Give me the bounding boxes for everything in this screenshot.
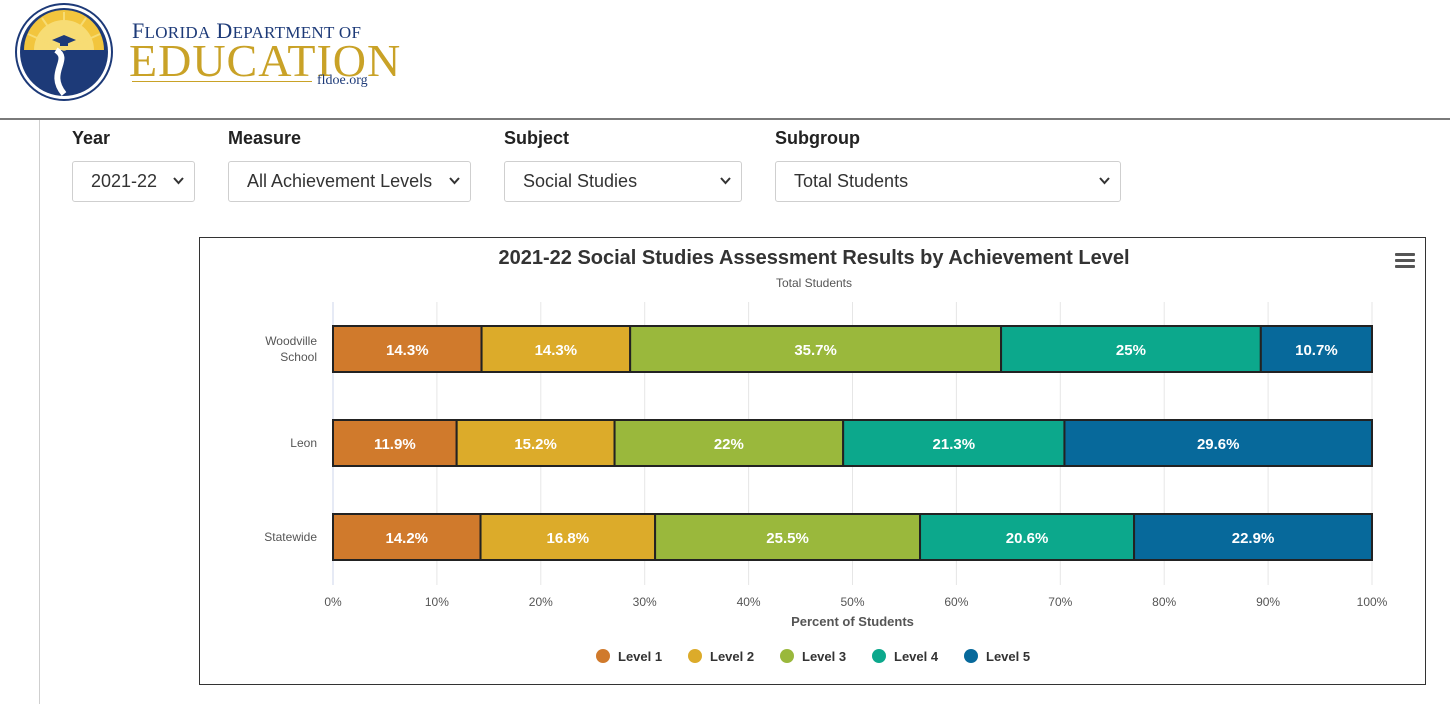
bar-segment bbox=[332, 325, 483, 373]
chart-title: 2021-22 Social Studies Assessment Result… bbox=[498, 247, 1129, 269]
bar-segment bbox=[1259, 325, 1374, 373]
bar-segment bbox=[613, 419, 845, 467]
year-label: Year bbox=[72, 128, 111, 148]
category-label: Statewide bbox=[264, 530, 317, 544]
x-tick-label: 20% bbox=[529, 595, 553, 609]
legend-marker bbox=[780, 649, 794, 663]
measure-label: Measure bbox=[228, 128, 302, 148]
x-tick-label: 80% bbox=[1152, 595, 1176, 609]
bar-segment bbox=[1000, 325, 1262, 373]
logo-text-line2: EDUCATION bbox=[129, 35, 402, 86]
x-tick-label: 50% bbox=[840, 595, 864, 609]
measure-select-value: All Achievement Levels bbox=[247, 171, 433, 191]
data-label: 15.2% bbox=[514, 436, 557, 453]
legend-label: Level 5 bbox=[986, 649, 1030, 664]
data-label: 16.8% bbox=[547, 530, 590, 547]
data-label: 20.6% bbox=[1006, 530, 1049, 547]
bar-segment bbox=[654, 513, 922, 561]
data-label: 29.6% bbox=[1197, 436, 1240, 453]
site-header: FLORIDA DEPARTMENT OF EDUCATION fldoe.or… bbox=[0, 0, 1450, 120]
legend-marker bbox=[688, 649, 702, 663]
data-label: 21.3% bbox=[933, 436, 976, 453]
legend-label: Level 3 bbox=[802, 649, 846, 664]
year-select-value: 2021-22 bbox=[91, 171, 158, 191]
legend-marker bbox=[596, 649, 610, 663]
x-tick-label: 40% bbox=[737, 595, 761, 609]
fldoe-logo[interactable]: FLORIDA DEPARTMENT OF EDUCATION fldoe.or… bbox=[12, 2, 400, 106]
bar-segment bbox=[919, 513, 1136, 561]
bar-segment bbox=[332, 419, 458, 467]
chevron-down-icon bbox=[449, 162, 460, 185]
subject-select[interactable]: Social Studies bbox=[504, 161, 742, 202]
subject-select-value: Social Studies bbox=[523, 171, 638, 191]
data-label: 25% bbox=[1116, 342, 1146, 359]
left-divider bbox=[39, 120, 40, 704]
chart-container bbox=[199, 237, 1426, 685]
data-label: 22.9% bbox=[1232, 530, 1275, 547]
legend-label: Level 4 bbox=[894, 649, 939, 664]
x-tick-label: 0% bbox=[324, 595, 342, 609]
year-select[interactable]: 2021-22 bbox=[72, 161, 195, 202]
x-tick-label: 70% bbox=[1048, 595, 1072, 609]
x-tick-label: 10% bbox=[425, 595, 449, 609]
data-label: 25.5% bbox=[766, 530, 809, 547]
bar-segment bbox=[455, 419, 616, 467]
x-tick-label: 30% bbox=[633, 595, 657, 609]
legend-marker bbox=[872, 649, 886, 663]
measure-select[interactable]: All Achievement Levels bbox=[228, 161, 471, 202]
data-label: 22% bbox=[714, 436, 744, 453]
subgroup-select-value: Total Students bbox=[794, 171, 909, 191]
chevron-down-icon bbox=[720, 162, 731, 185]
legend-label: Level 1 bbox=[618, 649, 662, 664]
chevron-down-icon bbox=[173, 162, 184, 185]
data-label: 11.9% bbox=[374, 436, 416, 453]
x-axis-title: Percent of Students bbox=[791, 614, 914, 629]
category-label: Leon bbox=[290, 436, 317, 450]
data-label: 14.2% bbox=[385, 530, 428, 547]
category-label: School bbox=[280, 350, 317, 364]
chart-subtitle: Total Students bbox=[776, 276, 852, 290]
x-tick-label: 90% bbox=[1256, 595, 1280, 609]
category-label: Woodville bbox=[265, 334, 317, 348]
x-tick-label: 100% bbox=[1357, 595, 1388, 609]
bar-segment bbox=[1063, 419, 1374, 467]
x-tick-label: 60% bbox=[944, 595, 968, 609]
fldoe-seal-icon bbox=[15, 3, 113, 101]
legend-marker bbox=[964, 649, 978, 663]
bar-segment bbox=[842, 419, 1066, 467]
chevron-down-icon bbox=[1099, 162, 1110, 185]
subgroup-label: Subgroup bbox=[775, 128, 860, 148]
data-label: 10.7% bbox=[1295, 342, 1338, 359]
data-label: 35.7% bbox=[794, 342, 837, 359]
hamburger-menu-icon[interactable] bbox=[1395, 253, 1415, 271]
subject-label: Subject bbox=[504, 128, 570, 148]
bar-segment bbox=[629, 325, 1003, 373]
logo-text-line1: FLORIDA DEPARTMENT OF bbox=[132, 18, 362, 43]
bar-segment bbox=[1133, 513, 1373, 561]
bar-segment bbox=[479, 513, 657, 561]
data-label: 14.3% bbox=[535, 342, 578, 359]
logo-url: fldoe.org bbox=[317, 73, 368, 88]
logo-rule bbox=[132, 81, 312, 82]
data-label: 14.3% bbox=[386, 342, 429, 359]
legend-label: Level 2 bbox=[710, 649, 754, 664]
subgroup-select[interactable]: Total Students bbox=[775, 161, 1121, 202]
